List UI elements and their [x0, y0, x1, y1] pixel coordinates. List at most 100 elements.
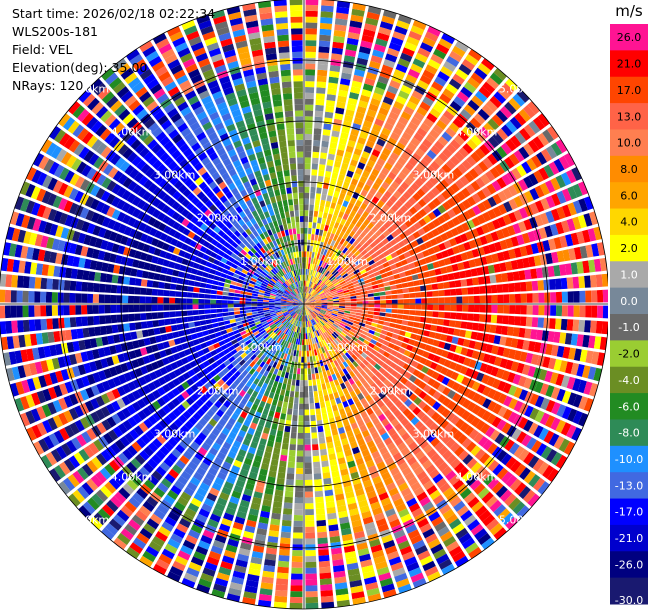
ppi-gate: [348, 134, 358, 142]
ppi-gate: [536, 443, 548, 457]
ppi-gate: [422, 350, 430, 359]
ppi-gate: [377, 264, 385, 271]
ppi-gate: [206, 324, 214, 330]
ppi-gate: [493, 263, 501, 273]
ppi-gate: [508, 385, 518, 396]
ppi-gate: [202, 330, 209, 337]
ppi-gate: [342, 120, 352, 129]
ppi-gate: [545, 415, 556, 428]
ppi-gate: [462, 339, 471, 348]
ppi-gate: [389, 195, 398, 204]
ppi-gate: [352, 323, 359, 328]
ppi-gate: [336, 351, 342, 358]
ppi-gate: [394, 176, 403, 185]
ppi-gate: [441, 434, 452, 445]
ppi-gate: [432, 494, 445, 505]
ppi-gate: [512, 327, 520, 337]
ppi-gate: [153, 273, 161, 281]
ppi-gate: [210, 299, 217, 304]
ppi-gate: [320, 199, 326, 207]
ppi-gate: [432, 473, 444, 484]
ppi-gate: [393, 345, 401, 352]
ppi-gate: [504, 101, 517, 115]
ppi-gate: [451, 382, 461, 392]
ppi-gate: [348, 26, 362, 35]
ppi-gate: [295, 479, 304, 486]
ppi-gate: [307, 239, 311, 246]
ppi-gate: [518, 448, 530, 462]
ppi-gate: [363, 218, 370, 227]
ppi-gate: [304, 304, 309, 308]
ppi-gate: [475, 177, 486, 189]
ppi-gate: [375, 177, 384, 186]
ppi-gate: [339, 260, 346, 267]
ppi-gate: [368, 273, 375, 279]
ppi-gate: [412, 231, 421, 239]
ppi-gate: [389, 404, 398, 413]
ppi-gate: [379, 375, 387, 383]
ppi-gate: [383, 379, 391, 387]
ppi-gate: [523, 124, 536, 138]
ppi-gate: [335, 285, 342, 290]
ppi-gate: [383, 281, 390, 287]
ppi-gate: [280, 537, 291, 545]
ppi-gate: [437, 394, 447, 404]
ppi-gate: [413, 378, 422, 387]
ppi-gate: [535, 329, 543, 341]
ppi-gate: [544, 225, 553, 238]
ppi-gate: [454, 363, 463, 373]
ppi-gate: [217, 286, 224, 291]
ppi-gate: [341, 318, 348, 323]
ppi-gate: [538, 369, 548, 381]
ppi-gate: [427, 201, 437, 211]
ppi-gate: [331, 386, 338, 394]
ppi-gate: [233, 300, 240, 304]
ppi-gate: [436, 225, 445, 235]
ppi-gate: [422, 375, 431, 384]
ppi-gate: [298, 356, 301, 363]
ppi-gate: [319, 28, 332, 36]
ppi-gate: [305, 22, 318, 29]
ppi-gate: [245, 298, 252, 301]
ppi-gate: [425, 317, 433, 324]
ppi-gate: [404, 176, 414, 186]
ppi-gate: [505, 120, 518, 134]
ppi-gate: [356, 304, 363, 307]
ppi-gate: [314, 324, 319, 331]
ppi-gate: [450, 227, 459, 237]
ppi-gate: [352, 344, 359, 351]
ppi-gate: [304, 301, 310, 304]
ppi-gate: [350, 304, 357, 307]
ppi-gate: [461, 187, 471, 198]
ppi-gate: [348, 330, 355, 336]
ppi-gate: [461, 437, 472, 449]
ppi-gate: [382, 9, 397, 19]
ppi-gate: [534, 200, 545, 213]
ppi-gate: [435, 252, 444, 260]
ppi-gate: [423, 480, 435, 491]
ppi-gate: [588, 335, 596, 349]
ppi-gate: [294, 491, 303, 498]
ppi-gate: [462, 260, 471, 269]
ppi-gate: [460, 86, 473, 98]
ppi-gate: [239, 304, 246, 307]
ppi-gate: [315, 408, 321, 415]
ppi-gate: [335, 256, 341, 263]
ppi-gate: [360, 333, 367, 339]
ppi-gate: [391, 294, 398, 299]
ppi-gate: [333, 263, 340, 269]
ppi-gate: [400, 214, 409, 223]
ppi-gate: [413, 221, 422, 230]
ppi-gate: [478, 86, 492, 99]
ppi-gate: [336, 316, 343, 321]
ppi-gate: [376, 32, 390, 42]
ppi-gate: [501, 124, 513, 137]
ppi-gate: [329, 233, 335, 240]
ppi-gate: [477, 108, 490, 121]
ppi-gate: [309, 301, 316, 303]
ppi-gate: [332, 323, 339, 328]
ppi-gate: [314, 317, 319, 323]
ppi-gate: [473, 164, 484, 176]
ppi-gate: [449, 361, 457, 370]
ppi-gate: [576, 364, 585, 377]
